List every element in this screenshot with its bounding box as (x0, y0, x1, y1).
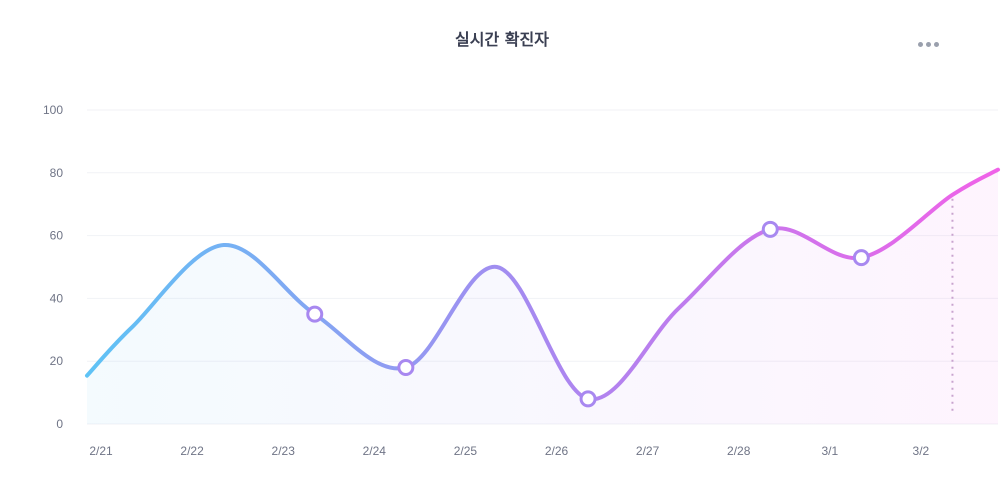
more-dot (918, 41, 923, 47)
x-tick-label: 2/27 (636, 444, 660, 458)
y-tick-label: 40 (50, 291, 64, 305)
axis-labels: 0 20 40 60 80 100 2/21 2/22 2/23 2/24 2/25 2/26 2/27… (43, 103, 930, 458)
more-dot (934, 41, 939, 47)
x-tick-label: 2/22 (180, 444, 204, 458)
chart-title: 실시간 확진자 (455, 30, 549, 49)
data-point[interactable] (306, 305, 324, 323)
y-tick-label: 20 (50, 354, 64, 368)
data-point[interactable] (761, 220, 779, 238)
x-tick-label: 2/21 (89, 444, 113, 458)
x-tick-label: 2/28 (727, 444, 751, 458)
y-tick-label: 60 (50, 229, 64, 243)
y-tick-label: 0 (56, 417, 63, 431)
x-tick-label: 3/2 (913, 444, 930, 458)
x-tick-label: 2/24 (363, 444, 387, 458)
x-tick-label: 2/26 (545, 444, 569, 458)
more-dot (926, 41, 931, 47)
area-path (87, 169, 998, 424)
x-tick-label: 3/1 (821, 444, 838, 458)
y-tick-label: 100 (43, 103, 63, 117)
x-tick-label: 2/25 (454, 444, 478, 458)
data-point[interactable] (579, 390, 597, 408)
markers (306, 198, 954, 412)
y-tick-label: 80 (50, 166, 64, 180)
area-fill (87, 169, 998, 424)
more-options-icon[interactable] (918, 34, 942, 54)
data-point[interactable] (397, 358, 415, 376)
data-point[interactable] (852, 249, 870, 267)
x-tick-label: 2/23 (272, 444, 296, 458)
